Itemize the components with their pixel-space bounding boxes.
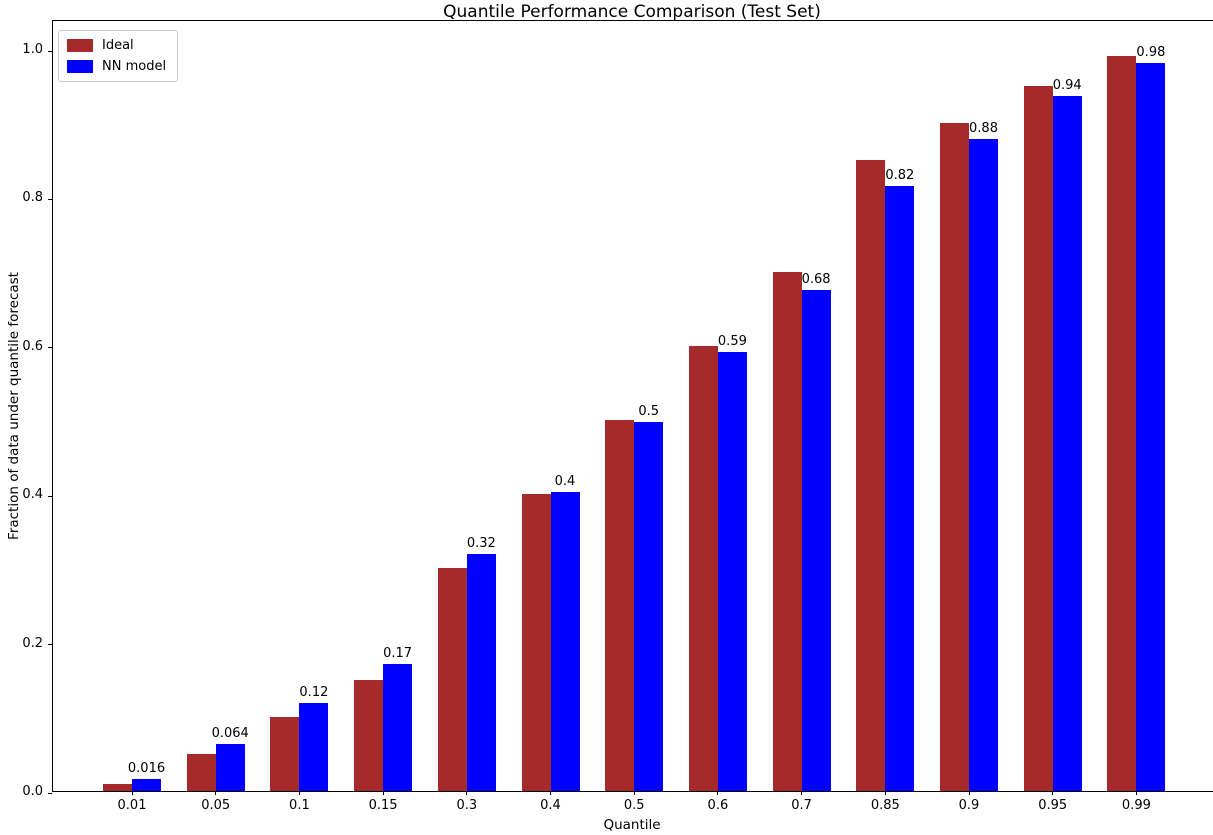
bar-nn-model	[550, 491, 580, 791]
x-tick-label: 0.6	[707, 798, 729, 813]
x-tick	[466, 791, 468, 795]
y-tick	[48, 347, 52, 349]
bar-value-label: 0.94	[1052, 77, 1082, 93]
x-axis-label: Quantile	[603, 817, 661, 833]
x-tick-label: 0.7	[791, 798, 812, 813]
bar-value-label: 0.5	[638, 404, 660, 420]
y-tick-label: 0.2	[22, 635, 43, 651]
bar-ideal	[186, 753, 216, 791]
bar-nn-model	[1136, 63, 1166, 791]
bar-nn-model	[969, 138, 998, 791]
x-tick-label: 0.85	[870, 798, 900, 813]
bar-nn-model	[717, 351, 747, 791]
legend-swatch-nn-model	[67, 60, 93, 73]
legend-item-ideal: Ideal	[67, 38, 166, 53]
x-tick-label: 0.9	[958, 798, 980, 813]
bar-nn-model	[215, 743, 245, 791]
x-tick	[968, 791, 970, 795]
bar-value-label: 0.82	[885, 168, 915, 184]
y-tick-label: 0.8	[22, 190, 43, 206]
x-tick	[382, 791, 384, 795]
bar-ideal	[688, 345, 718, 791]
y-tick-label: 0.6	[22, 338, 43, 354]
x-tick-label: 0.15	[368, 798, 398, 813]
bar-value-label: 0.12	[299, 685, 329, 701]
bar-ideal	[940, 123, 969, 791]
bar-ideal	[605, 420, 635, 791]
y-tick	[48, 50, 52, 52]
x-tick-label: 0.99	[1121, 798, 1151, 813]
bar-nn-model	[132, 779, 161, 791]
y-tick-label: 1.0	[22, 42, 43, 57]
bar-value-label: 0.59	[717, 333, 747, 349]
x-tick	[884, 791, 886, 795]
y-tick	[48, 644, 52, 646]
bar-ideal	[772, 271, 802, 791]
legend-label-nn-model: NN model	[102, 59, 167, 74]
bar-ideal	[521, 494, 551, 791]
bar-ideal	[437, 568, 467, 791]
bar-ideal	[1107, 56, 1137, 791]
x-tick-label: 0.5	[623, 798, 645, 813]
x-tick	[717, 791, 719, 795]
legend-item-nn-model: NN model	[67, 59, 166, 74]
x-tick	[1135, 791, 1137, 795]
y-tick	[48, 495, 52, 497]
bar-ideal	[1023, 86, 1053, 791]
x-tick	[131, 791, 133, 795]
bar-nn-model	[1052, 95, 1082, 791]
x-tick	[633, 791, 635, 795]
x-tick-label: 0.3	[456, 798, 478, 813]
bar-ideal	[270, 716, 300, 791]
bar-ideal	[856, 160, 886, 791]
bar-value-label: 0.98	[1136, 45, 1166, 61]
bar-value-label: 0.68	[801, 272, 831, 288]
plot-area: Ideal NN model 0.0 0.2 0.4 0.6 0.8 1.0 0.01 0.0…	[22, 20, 1213, 813]
y-tick	[48, 792, 52, 794]
bar-nn-model	[885, 186, 915, 791]
x-tick	[1052, 791, 1054, 795]
chart-title: Quantile Performance Comparison (Test Se…	[443, 2, 821, 22]
bar-nn-model	[634, 422, 664, 791]
bar-nn-model	[299, 703, 329, 791]
x-tick	[801, 791, 803, 795]
legend: Ideal NN model	[58, 30, 179, 82]
bar-value-label: 0.88	[969, 120, 998, 136]
x-tick-label: 0.1	[289, 798, 310, 813]
legend-swatch-ideal	[67, 39, 93, 52]
bar-nn-model	[801, 290, 831, 791]
x-tick	[550, 791, 551, 795]
y-tick-label: 0.4	[22, 487, 43, 503]
x-tick-label: 0.95	[1038, 798, 1068, 813]
x-tick-label: 0.01	[117, 798, 147, 813]
bar-nn-model	[466, 554, 496, 791]
x-tick	[298, 791, 300, 795]
bar-ideal	[354, 679, 384, 791]
bar-value-label: 0.4	[554, 473, 576, 489]
bar-nn-model	[383, 664, 413, 791]
y-tick	[48, 198, 52, 200]
x-tick-label: 0.4	[540, 798, 561, 813]
y-tick-label: 0.0	[22, 784, 43, 799]
bar-ideal	[103, 783, 132, 791]
legend-label-ideal: Ideal	[102, 38, 134, 53]
x-tick-label: 0.05	[201, 798, 231, 813]
bar-value-label: 0.016	[127, 761, 166, 777]
bar-value-label: 0.064	[211, 725, 249, 741]
bar-value-label: 0.32	[466, 536, 496, 552]
x-tick	[215, 791, 217, 795]
bar-value-label: 0.17	[383, 646, 413, 662]
